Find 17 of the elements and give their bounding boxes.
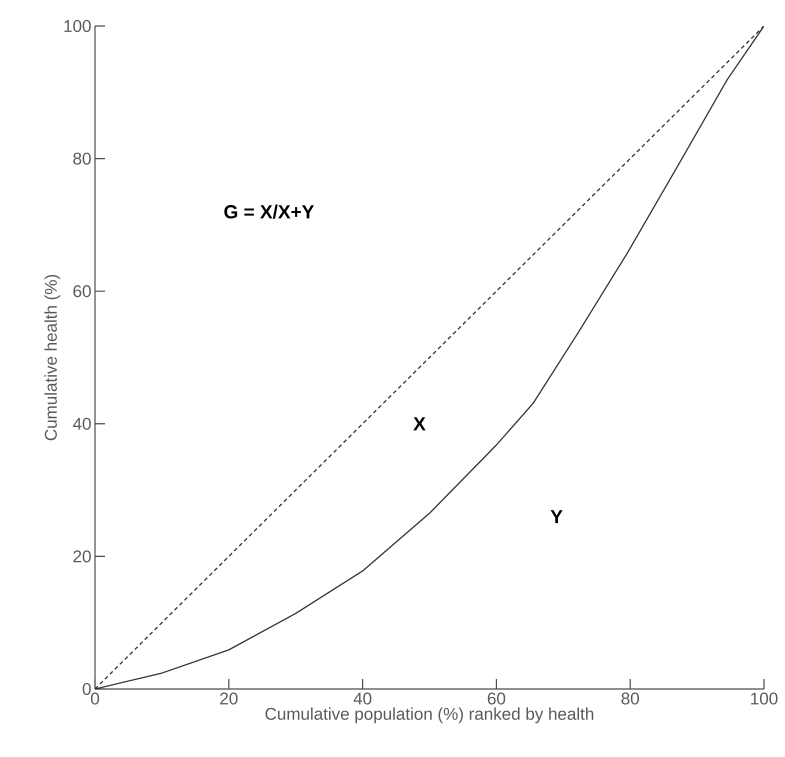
annotation: Y — [550, 510, 563, 524]
y-tick-label: 80 — [73, 152, 91, 165]
x-axis-title: Cumulative population (%) ranked by health — [265, 707, 594, 724]
x-tick-label: 40 — [354, 692, 372, 705]
y-tick-label: 20 — [73, 550, 91, 562]
x-tick-label: 60 — [488, 692, 506, 705]
y-tick-label: 100 — [64, 20, 91, 32]
y-tick-label: 60 — [73, 285, 91, 298]
y-tick-label: 40 — [72, 418, 91, 430]
x-tick-label: 0 — [90, 692, 100, 705]
x-tick-label: 80 — [621, 692, 639, 705]
x-tick-label: 20 — [220, 692, 238, 705]
annotation: G = X/X+Y — [224, 204, 314, 219]
x-tick-label: 100 — [751, 692, 778, 705]
y-tick-label: 0 — [82, 682, 91, 696]
y-axis-title: Cumulative health (%) — [44, 274, 60, 440]
annotation: X — [413, 417, 426, 430]
